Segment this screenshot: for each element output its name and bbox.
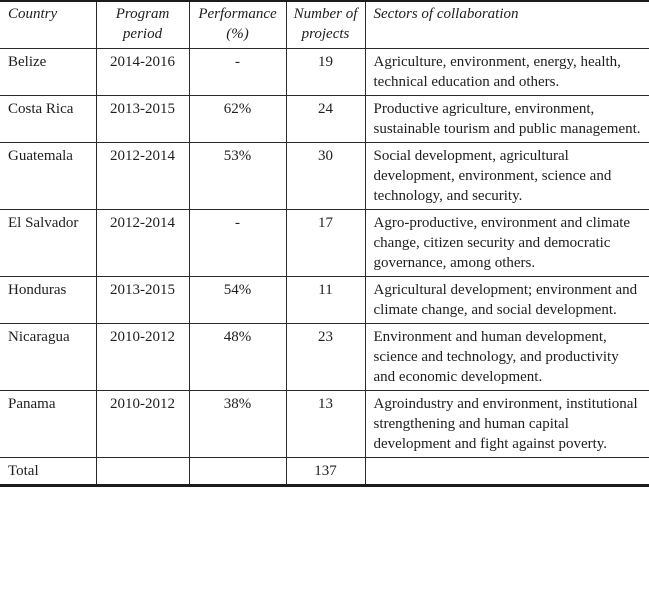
col-header-performance: Performance (%) bbox=[189, 1, 287, 49]
cell-sectors: Environment and human development, scien… bbox=[365, 323, 649, 391]
table-row-belize: Belize 2014-2016 - 19 Agriculture, envir… bbox=[0, 48, 649, 96]
cell-performance: - bbox=[189, 48, 287, 96]
table-row-panama: Panama 2010-2012 38% 13 Agroindustry and… bbox=[0, 390, 649, 458]
cell-period: 2010-2012 bbox=[96, 323, 190, 391]
cell-projects: 13 bbox=[286, 390, 366, 458]
cell-performance: 38% bbox=[189, 390, 287, 458]
cell-country: Panama bbox=[0, 390, 97, 458]
cell-period: 2013-2015 bbox=[96, 95, 190, 143]
table-row-total: Total 137 bbox=[0, 457, 649, 486]
table-row-guatemala: Guatemala 2012-2014 53% 30 Social develo… bbox=[0, 142, 649, 210]
cell-period: 2010-2012 bbox=[96, 390, 190, 458]
cell-sectors: Agriculture, environment, energy, health… bbox=[365, 48, 649, 96]
col-header-number-of-projects: Number of projects bbox=[286, 1, 366, 49]
cell-projects: 19 bbox=[286, 48, 366, 96]
cell-country: Belize bbox=[0, 48, 97, 96]
cell-country: El Salvador bbox=[0, 209, 97, 277]
cell-sectors: Social development, agricultural develop… bbox=[365, 142, 649, 210]
table-row-honduras: Honduras 2013-2015 54% 11 Agricultural d… bbox=[0, 276, 649, 324]
col-header-sectors: Sectors of collaboration bbox=[365, 1, 649, 49]
cell-performance: 53% bbox=[189, 142, 287, 210]
cell-performance: 62% bbox=[189, 95, 287, 143]
cell-total-performance bbox=[189, 457, 287, 486]
header-row: Country Program period Performance (%) N… bbox=[0, 1, 649, 49]
cell-total-sectors bbox=[365, 457, 649, 486]
cell-projects: 24 bbox=[286, 95, 366, 143]
cell-projects: 23 bbox=[286, 323, 366, 391]
cell-period: 2012-2014 bbox=[96, 209, 190, 277]
cell-sectors: Productive agriculture, environment, sus… bbox=[365, 95, 649, 143]
cell-performance: 54% bbox=[189, 276, 287, 324]
cell-total-label: Total bbox=[0, 457, 97, 486]
cell-period: 2013-2015 bbox=[96, 276, 190, 324]
cell-projects: 30 bbox=[286, 142, 366, 210]
cell-projects: 11 bbox=[286, 276, 366, 324]
table-row-el-salvador: El Salvador 2012-2014 - 17 Agro-producti… bbox=[0, 209, 649, 277]
cell-total-projects: 137 bbox=[286, 457, 366, 486]
table-row-costa-rica: Costa Rica 2013-2015 62% 24 Productive a… bbox=[0, 95, 649, 143]
cell-country: Nicaragua bbox=[0, 323, 97, 391]
col-header-country: Country bbox=[0, 1, 97, 49]
table-row-nicaragua: Nicaragua 2010-2012 48% 23 Environment a… bbox=[0, 323, 649, 391]
cell-sectors: Agricultural development; environment an… bbox=[365, 276, 649, 324]
cell-period: 2012-2014 bbox=[96, 142, 190, 210]
cell-country: Honduras bbox=[0, 276, 97, 324]
cell-country: Costa Rica bbox=[0, 95, 97, 143]
cell-projects: 17 bbox=[286, 209, 366, 277]
cell-country: Guatemala bbox=[0, 142, 97, 210]
cell-sectors: Agroindustry and environment, institutio… bbox=[365, 390, 649, 458]
cell-sectors: Agro-productive, environment and climate… bbox=[365, 209, 649, 277]
cell-performance: - bbox=[189, 209, 287, 277]
cell-performance: 48% bbox=[189, 323, 287, 391]
cell-period: 2014-2016 bbox=[96, 48, 190, 96]
col-header-program-period: Program period bbox=[96, 1, 190, 49]
cell-total-period bbox=[96, 457, 190, 486]
country-cooperation-table: Country Program period Performance (%) N… bbox=[0, 0, 649, 487]
